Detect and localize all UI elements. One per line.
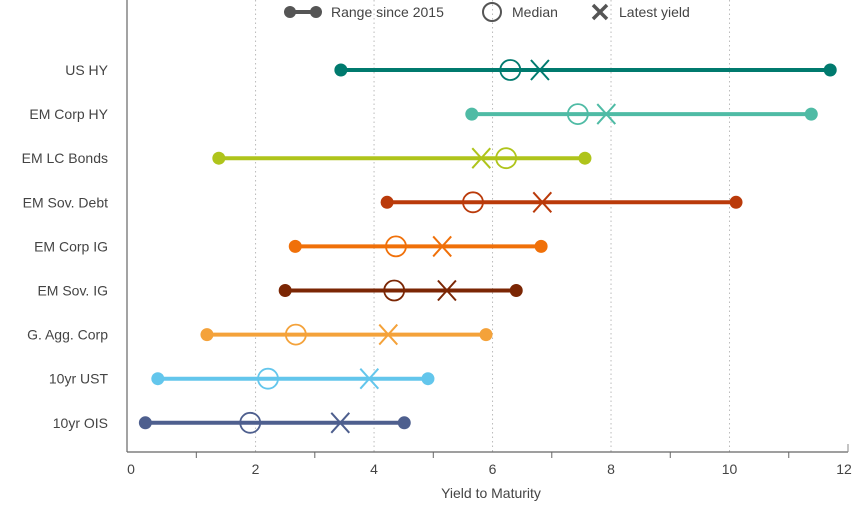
range-min-dot [334, 63, 348, 77]
legend-label-range: Range since 2015 [331, 4, 444, 20]
x-tick-label: 10 [722, 461, 738, 477]
range-min-dot [138, 416, 152, 430]
latest-yield-marker [378, 323, 399, 346]
latest-yield-marker [471, 147, 492, 169]
x-tick-label: 4 [370, 461, 378, 477]
category-label: 10yr UST [49, 371, 109, 387]
legend-label-latest: Latest yield [619, 4, 690, 20]
range-min-dot [151, 372, 165, 386]
range-min-dot [278, 284, 292, 297]
category-label: EM Sov. Debt [23, 194, 108, 210]
x-tick-label: 8 [607, 461, 615, 477]
legend-label-median: Median [512, 4, 558, 20]
legend: Range since 2015 Median Latest yield [284, 2, 690, 22]
x-tick-label: 0 [127, 461, 135, 477]
legend-median-icon [482, 2, 502, 22]
median-marker [284, 323, 307, 346]
range-min-dot [380, 195, 394, 209]
category-label: US HY [65, 62, 108, 78]
median-marker [257, 367, 279, 390]
range-max-dot [397, 416, 411, 430]
median-marker [385, 235, 407, 258]
range-min-dot [200, 328, 214, 342]
x-tick-label: 2 [252, 461, 260, 477]
latest-yield-marker [596, 103, 617, 125]
range-max-dot [421, 372, 435, 386]
legend-range-dot [284, 6, 296, 18]
median-marker [383, 279, 406, 302]
series-row: EM Sov. IG [37, 279, 523, 302]
series-row: G. Agg. Corp [27, 323, 493, 346]
latest-yield-marker [437, 279, 457, 302]
series-row: EM Corp IG [34, 235, 548, 258]
range-min-dot [212, 151, 226, 165]
series-row: 10yr OIS [53, 411, 411, 434]
category-label: 10yr OIS [53, 415, 108, 431]
x-axis-title: Yield to Maturity [441, 485, 541, 501]
range-max-dot [823, 63, 837, 77]
legend-range-dot [310, 6, 322, 18]
latest-yield-marker [532, 191, 553, 213]
median-marker [499, 59, 522, 81]
median-marker [566, 103, 589, 125]
range-min-dot [288, 239, 302, 253]
series-row: EM LC Bonds [22, 147, 592, 170]
gridlines [255, 0, 731, 452]
category-label: EM Sov. IG [37, 283, 108, 299]
series-row: 10yr UST [49, 367, 435, 390]
latest-yield-marker [359, 368, 380, 390]
latest-yield-marker [330, 412, 351, 434]
x-tick-label: 12 [836, 461, 852, 477]
range-max-dot [804, 107, 818, 121]
median-marker [239, 411, 262, 434]
series-row: US HY [65, 59, 837, 81]
category-label: EM LC Bonds [22, 150, 108, 166]
range-max-dot [479, 328, 493, 342]
series-row: EM Sov. Debt [23, 191, 743, 214]
category-label: G. Agg. Corp [27, 327, 108, 343]
latest-yield-marker [530, 59, 550, 81]
axes: 0 2 4 6 8 10 12 [126, 0, 852, 477]
median-marker [462, 191, 484, 214]
range-min-dot [465, 107, 479, 121]
range-max-dot [578, 151, 592, 165]
series-row: EM Corp HY [29, 103, 818, 125]
range-max-dot [534, 239, 548, 253]
chart-marks: US HY EM Corp HY EM LC Bonds EM Sov. Debt EM… [22, 59, 837, 434]
x-tick-label: 6 [489, 461, 497, 477]
range-max-dot [729, 195, 743, 209]
legend-cross-icon [591, 3, 609, 21]
range-max-dot [509, 284, 523, 297]
median-marker [495, 147, 518, 170]
latest-yield-marker [432, 235, 452, 258]
category-label: EM Corp HY [29, 106, 108, 122]
category-label: EM Corp IG [34, 238, 108, 254]
